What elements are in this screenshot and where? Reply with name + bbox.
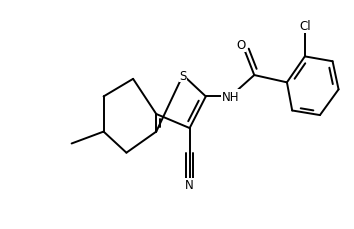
Text: Cl: Cl [299, 20, 311, 33]
Text: O: O [236, 39, 246, 52]
Text: N: N [185, 178, 194, 191]
Text: S: S [179, 69, 187, 82]
Text: NH: NH [222, 90, 239, 104]
